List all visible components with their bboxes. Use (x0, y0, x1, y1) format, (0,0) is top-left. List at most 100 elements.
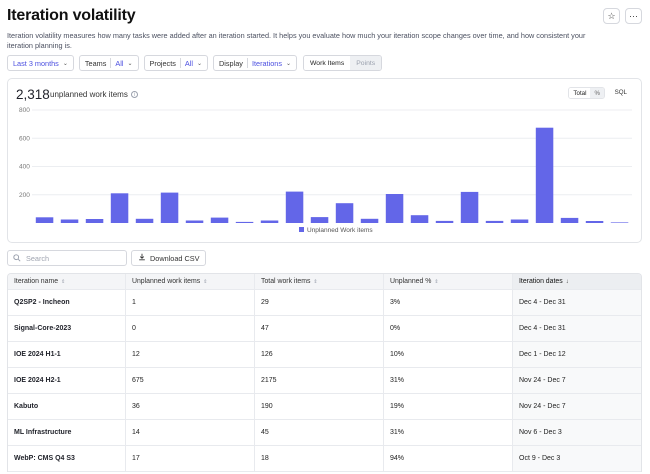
chart-bar[interactable] (410, 215, 429, 223)
table-cell: 675 (126, 368, 255, 393)
search-box[interactable] (7, 250, 127, 266)
chart-bar[interactable] (460, 191, 479, 223)
chart-bar[interactable] (285, 191, 304, 223)
chevron-down-icon: ⌄ (196, 60, 203, 67)
teams-filter[interactable]: Teams All ⌄ (78, 55, 139, 71)
chart-bar[interactable] (135, 218, 154, 223)
chart-bar[interactable] (35, 217, 54, 223)
column-header-label: Unplanned work items (132, 278, 201, 285)
table-cell: 126 (255, 342, 384, 367)
date-range-select[interactable]: Last 3 months ⌄ (7, 55, 74, 71)
y-tick-label: 200 (19, 192, 30, 199)
chart-bar[interactable] (185, 220, 204, 224)
chart-bar[interactable] (235, 221, 254, 223)
date-range-value: Last 3 months (13, 58, 59, 68)
table-cell: Dec 4 - Dec 31 (513, 316, 641, 341)
table-row[interactable]: Q2SP2 - Incheon 1 29 3% Dec 4 - Dec 31 (8, 290, 641, 316)
search-icon (13, 249, 21, 267)
sort-icon: ⇕ (313, 278, 318, 285)
table-row[interactable]: IOE 2024 H1-1 12 126 10% Dec 1 - Dec 12 (8, 342, 641, 368)
chart-bar[interactable] (335, 203, 354, 223)
unit-option-points[interactable]: Points (350, 56, 382, 70)
table-row[interactable]: ML Infrastructure 14 45 31% Nov 6 - Dec 3 (8, 420, 641, 446)
star-icon[interactable]: ☆ (603, 8, 620, 24)
download-csv-button[interactable]: Download CSV (131, 250, 207, 266)
chart-bar[interactable] (360, 218, 379, 223)
header-actions: ☆ ··· (603, 8, 642, 24)
table-header-row: Iteration name ⇕ Unplanned work items ⇕ To… (8, 274, 641, 290)
info-icon[interactable]: i (131, 91, 138, 98)
column-header-unplanned-percent[interactable]: Unplanned % ⇕ (384, 274, 513, 289)
chart-bar[interactable] (260, 220, 279, 224)
unit-option-work-items[interactable]: Work Items (304, 56, 351, 70)
iteration-name-cell[interactable]: Signal-Core-2023 (8, 316, 126, 341)
column-header-label: Iteration dates (519, 278, 563, 285)
toggle-percent[interactable]: % (590, 88, 604, 98)
unit-toggle: Work Items Points (303, 55, 383, 71)
iterations-table: Iteration name ⇕ Unplanned work items ⇕ To… (7, 273, 642, 472)
sql-button[interactable]: SQL (614, 89, 627, 96)
projects-label: Projects (149, 58, 176, 68)
table-cell: 1 (126, 290, 255, 315)
table-cell: Nov 24 - Dec 7 (513, 368, 641, 393)
y-tick-label: 400 (19, 164, 30, 171)
table-cell: 47 (255, 316, 384, 341)
total-percent-toggle: Total % (568, 87, 605, 99)
iteration-name-cell[interactable]: Kabuto (8, 394, 126, 419)
search-input[interactable] (26, 253, 121, 263)
download-icon (138, 253, 146, 263)
chart-bar[interactable] (560, 217, 579, 223)
column-header-label: Total work items (261, 278, 311, 285)
table-cell: 45 (255, 420, 384, 445)
chart-bar[interactable] (160, 192, 179, 223)
column-header-iteration-dates[interactable]: Iteration dates ↓ (513, 274, 641, 289)
column-header-iteration-name[interactable]: Iteration name ⇕ (8, 274, 126, 289)
teams-label: Teams (84, 58, 107, 68)
table-cell: 18 (255, 446, 384, 471)
y-tick-label: 800 (19, 107, 30, 114)
projects-filter[interactable]: Projects All ⌄ (143, 55, 209, 71)
divider (110, 58, 112, 68)
chart-bar[interactable] (535, 127, 554, 223)
chevron-down-icon: ⌄ (285, 60, 291, 67)
table-cell: Dec 1 - Dec 12 (513, 342, 641, 367)
chart-bar[interactable] (610, 222, 629, 223)
table-cell: 14 (126, 420, 255, 445)
filter-bar: Last 3 months ⌄ Teams All ⌄ Projects All… (7, 55, 383, 71)
iteration-name-cell[interactable]: ML Infrastructure (8, 420, 126, 445)
chart-bar[interactable] (110, 193, 129, 223)
column-header-label: Iteration name (14, 278, 59, 285)
sort-icon: ⇕ (203, 278, 208, 285)
table-row[interactable]: Signal-Core-2023 0 47 0% Dec 4 - Dec 31 (8, 316, 641, 342)
chart-bar[interactable] (385, 194, 404, 223)
divider (246, 58, 248, 68)
iteration-name-cell[interactable]: Q2SP2 - Incheon (8, 290, 126, 315)
chart-bar[interactable] (485, 220, 504, 223)
table-cell: 19% (384, 394, 513, 419)
chart-bar[interactable] (585, 221, 604, 223)
column-header-label: Unplanned % (390, 278, 432, 285)
table-row[interactable]: Kabuto 36 190 19% Nov 24 - Dec 7 (8, 394, 641, 420)
unplanned-bar-chart: 200 400 600 800 Unplanned Work items (19, 107, 632, 234)
total-unplanned-label: unplanned work items (50, 90, 128, 99)
table-row[interactable]: IOE 2024 H2-1 675 2175 31% Nov 24 - Dec 7 (8, 368, 641, 394)
table-row[interactable]: WebP: CMS Q4 S3 17 18 94% Oct 9 - Dec 3 (8, 446, 641, 472)
page-description: Iteration volatility measures how many t… (7, 31, 586, 50)
chart-bar[interactable] (510, 219, 529, 224)
chart-bar[interactable] (210, 217, 229, 223)
chart-bar[interactable] (310, 217, 329, 223)
chart-bar[interactable] (60, 219, 79, 224)
iteration-name-cell[interactable]: IOE 2024 H1-1 (8, 342, 126, 367)
iteration-name-cell[interactable]: IOE 2024 H2-1 (8, 368, 126, 393)
column-header-total[interactable]: Total work items ⇕ (255, 274, 384, 289)
iteration-name-cell[interactable]: WebP: CMS Q4 S3 (8, 446, 126, 471)
chart-bar[interactable] (435, 220, 454, 223)
column-header-unplanned[interactable]: Unplanned work items ⇕ (126, 274, 255, 289)
table-cell: 36 (126, 394, 255, 419)
table-cell: 12 (126, 342, 255, 367)
more-icon[interactable]: ··· (625, 8, 642, 24)
display-filter[interactable]: Display Iterations ⌄ (213, 55, 297, 71)
chart-bar[interactable] (85, 219, 104, 223)
table-cell: 190 (255, 394, 384, 419)
toggle-total[interactable]: Total (569, 88, 591, 98)
